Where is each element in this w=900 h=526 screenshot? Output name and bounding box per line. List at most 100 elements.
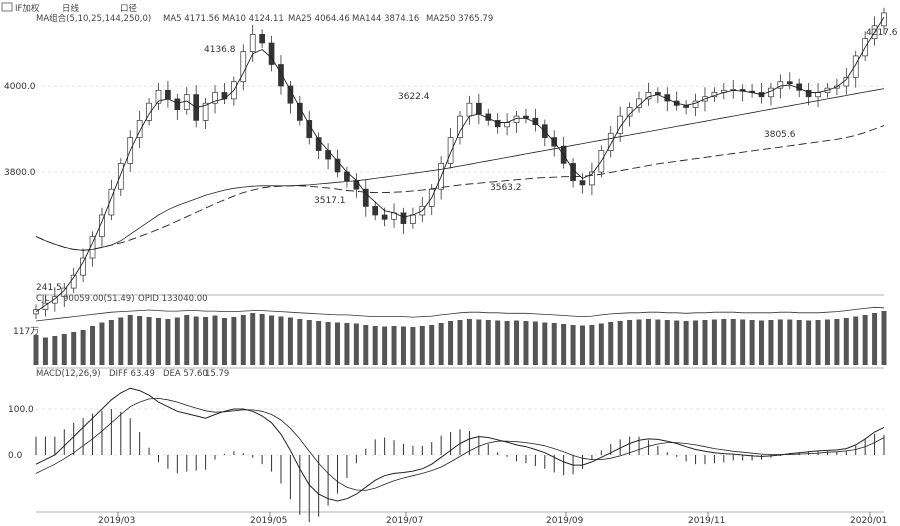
candle-body [381,214,388,220]
volume-bar [645,319,651,365]
candle-body [805,89,812,98]
price-annotation: 241.5 [36,283,62,293]
candle-body [155,89,162,104]
volume-bar [495,320,501,365]
opid-value: OPID 133040.00 [138,294,208,304]
volume-bar [212,315,218,365]
candle-body [70,274,77,289]
volume-bar [881,311,887,365]
ma144-line [35,125,885,251]
volume-bar [674,320,680,365]
period-label[interactable]: 日线 [62,3,80,14]
candle-body [645,92,652,100]
volume-bar [834,319,840,365]
candle-body [353,180,360,190]
x-tick-label: 2019/05 [250,516,287,526]
volume-bar [721,319,727,365]
volume-bar [344,323,350,365]
candlestick-series [33,7,887,320]
macd-value: 15.79 [205,369,229,379]
candle-body [475,102,482,115]
volume-bar [457,320,463,365]
volume-bar [250,313,256,365]
volume-bar [759,320,765,365]
ma144-value: MA144 3874.16 [352,14,419,24]
volume-bar [306,320,312,365]
volume-bar [353,323,359,365]
candle-body [259,34,265,44]
candle-body [607,132,614,151]
volume-bar [118,317,124,365]
candle-body [296,102,303,121]
volume-bar [363,325,369,365]
volume-bar [203,317,209,365]
ma250-line [35,88,885,251]
candle-body [786,81,793,85]
volume-bar [655,319,661,365]
candle-body [325,150,331,160]
volume-bar [740,319,746,365]
volume-bar [80,330,86,365]
volume-bar [787,319,793,365]
macd-label: MACD(12,26,9) [36,369,101,379]
price-tick-label: 4000.0 [4,82,36,92]
volume-bar [221,318,227,365]
volume-bar [410,327,416,365]
volume-bar [476,319,482,365]
price-header: IF加权 日线 口径 MA组合(5,10,25,144,250,0) MA5 4… [1,2,493,24]
volume-bar [777,319,783,365]
price-annotation: 4217.6 [866,28,898,38]
candle-body [268,42,275,65]
ma-info[interactable]: MA组合(5,10,25,144,250,0) [36,13,151,24]
volume-bar [806,320,812,365]
candle-body [42,302,49,310]
volume-bar [400,326,406,365]
candle-body [777,81,784,89]
volume-bar [504,321,510,365]
candle-body [117,163,124,190]
volume-bar [325,322,331,365]
candle-body [174,98,181,111]
volume-bars [33,306,887,365]
volume-bar [636,319,642,365]
price-tick-label: 3800.0 [4,168,36,178]
candle-body [183,94,190,110]
opid-line [35,306,885,322]
candle-body [692,100,699,108]
price-axis: 3800.0 4000.0 [4,82,36,178]
volume-bar [429,325,435,365]
candle-body [249,34,256,52]
volume-bar [768,320,774,365]
extra-label[interactable]: 口径 [120,3,138,14]
volume-bar [316,321,322,365]
volume-bar [561,324,567,365]
volume-bar [702,320,708,365]
volume-bar [372,326,378,365]
volume-bar [146,317,152,365]
candle-body [447,137,454,164]
volume-bar [165,319,171,365]
x-axis: 2019/03 2019/05 2019/07 2019/09 2019/11 2020/… [98,512,887,526]
volume-bar [598,323,604,365]
candle-body [202,102,209,121]
volume-bar [42,337,48,365]
x-tick-label: 2019/09 [546,516,584,526]
volume-bar [617,321,623,365]
volume-bar [853,316,859,365]
candle-body [815,92,821,98]
candle-body [99,214,105,237]
volume-bar [693,320,699,365]
volume-bar [589,325,595,365]
volume-bar [796,320,802,365]
x-tick-label: 2019/07 [386,516,423,526]
volume-bar [33,335,39,365]
candle-body [165,89,171,100]
candle-body [400,212,407,224]
volume-bar [749,320,755,365]
volume-bar [137,316,143,365]
volume-bar [627,320,633,365]
macd-tick-label: 0.0 [8,451,23,461]
volume-bar [231,317,237,365]
volume-bar [127,315,133,365]
